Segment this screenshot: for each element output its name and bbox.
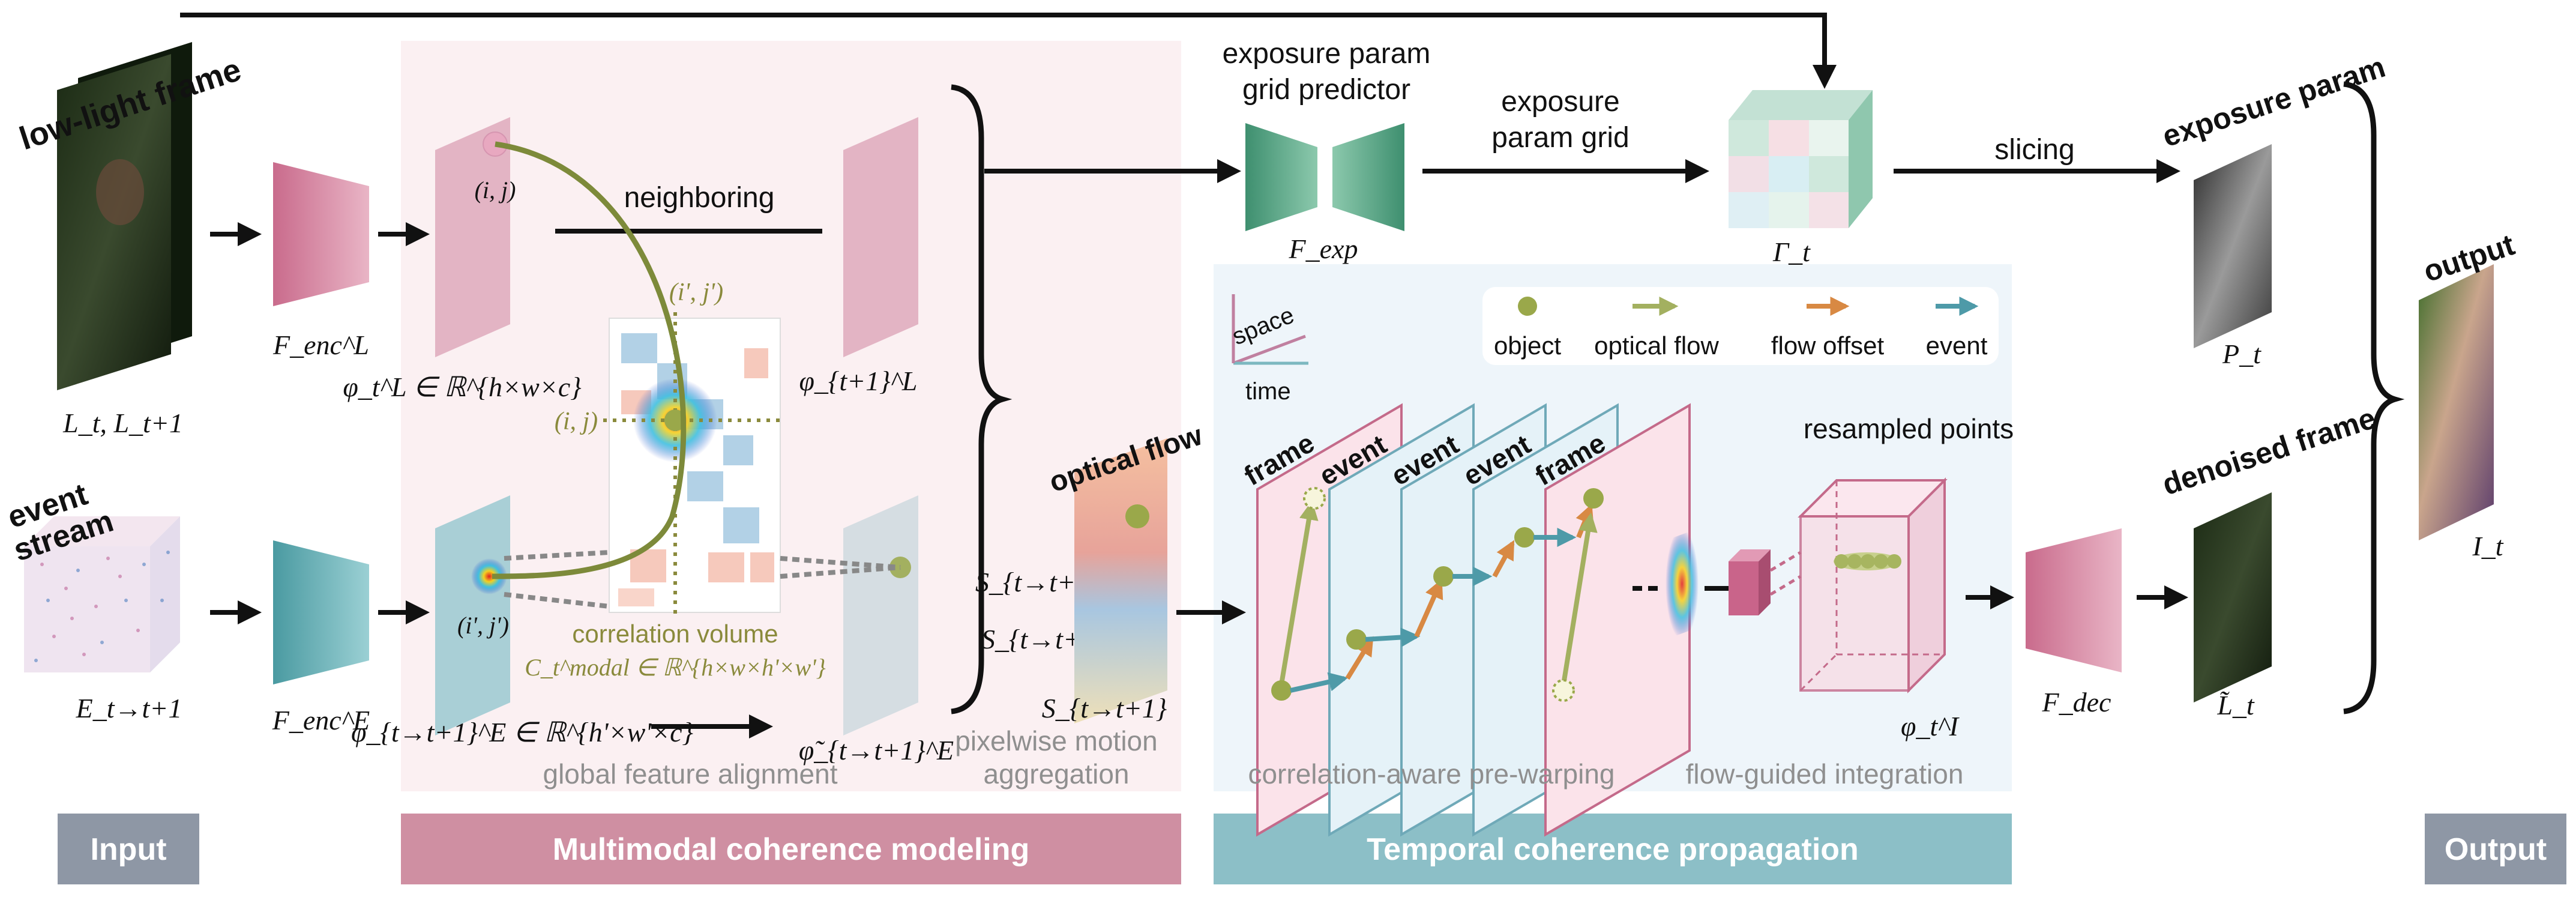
phi-L-t-label: φ_t^L ∈ ℝ^{h×w×c} [343,372,581,402]
phi-L-t-feature-map [435,117,510,357]
resampled-points-label: resampled points [1804,413,2014,444]
phi-E-heat-spot [471,558,507,594]
traj-point-4 [1514,527,1535,548]
multimodal-panel-bg [401,41,1181,791]
resample-cube-small [1729,549,1771,615]
multimodal-section-label: Multimodal coherence modeling [553,832,1030,867]
pixelwise-label-2: aggregation [984,758,1130,790]
output-section-label: Output [2445,832,2547,867]
output-section-header [2425,814,2566,884]
flow-arrow-1 [1279,500,1319,685]
flow-point [1125,504,1149,528]
legend [1482,287,1999,365]
ij-prime-label-top: (i', j') [669,279,723,306]
neighboring-label: neighboring [624,182,775,214]
traj-ghost-2 [1552,679,1575,702]
F-enc-E-label: F_enc^E [272,705,370,735]
sample-link-2 [1769,575,1802,596]
flow-guided-label: flow-guided integration [1686,758,1964,790]
phi-E-tilde-label: φ̃_{t→t+1}^E [799,735,954,766]
traj-point-2 [1346,629,1367,650]
L-frames-label: L_t, L_t+1 [62,408,183,438]
grid-label-1: exposure [1501,86,1619,118]
exposure-param-image [2194,144,2272,348]
ij-label: (i, j) [475,177,516,204]
phi-E-feature-map [435,495,510,735]
flow-arrow-2 [1561,512,1598,685]
dashed-link-1 [504,550,610,561]
temporal-section-label: Temporal coherence propagation [1367,832,1859,867]
sample-link-1 [1769,551,1802,572]
event-arrow-1 [1290,672,1349,693]
predictor-label-2: grid predictor [1242,74,1410,106]
correlation-volume-label: correlation volume [572,620,778,648]
event-stream-cube [24,516,180,672]
phi-L-t1-feature-map [843,117,918,357]
feature-brace [951,84,1013,714]
low-light-frame-stack [57,42,192,390]
phi-L-t1-label: φ_{t+1}^L [799,366,917,396]
predictor-label-1: exposure param [1223,38,1431,70]
exposure-param-grid-cube [1729,90,1873,228]
legend-optical-flow-label: optical flow [1594,331,1719,360]
dashed-link-4 [780,565,901,579]
phi-E-label: φ_{t→t+1}^E ∈ ℝ^{h'×w'×c} [351,717,693,747]
exposure-param-label: exposure param [2158,50,2389,154]
predictor-decoder [1332,123,1404,231]
space-axis [1233,334,1306,365]
traj-point-1 [1271,680,1292,701]
dashed-link-2 [504,592,610,609]
F-dec-label: F_dec [2042,687,2111,717]
warped-feature-patch [1666,528,1699,639]
I-t-label: I_t [2472,531,2503,561]
offset-arrow-1 [1345,636,1374,680]
event-arrow-2 [1365,627,1421,647]
legend-flow-offset-label: flow offset [1771,331,1885,360]
legend-event-label: event [1926,331,1988,360]
pre-warping-label: correlation-aware pre-warping [1248,758,1615,790]
ij-label-side: (i, j) [555,408,598,435]
dashed-link-3 [780,556,901,570]
phi-I-label: φ_t^I [1901,711,1960,741]
output-brace [2343,81,2405,714]
Gamma-label: Γ_t [1772,237,1811,267]
skip-connection-arrow [180,13,1837,89]
traj-point-3 [1433,566,1454,587]
correspondence-curve [492,141,687,579]
F-exp-label: F_exp [1289,234,1358,264]
decoder-block [2026,528,2122,672]
pixelwise-label-1: pixelwise motion [955,725,1157,757]
ij-prime-label-left: (i', j') [457,612,509,639]
P-t-label: P_t [2222,339,2262,369]
legend-object-label: object [1494,331,1561,360]
frame-encoder-block [273,162,369,306]
global-feature-alignment-label: global feature alignment [543,758,838,790]
multimodal-section-header [401,814,1181,884]
predictor-encoder [1245,123,1317,231]
resampled-volume [1798,477,1948,693]
denoised-frame-label: denoised frame [2158,401,2380,501]
output-image [2419,264,2494,540]
phi-E-tilde-feature-map [843,495,918,735]
traj-ghost-1 [1303,487,1326,510]
S-total-label: S_{t→t+1} [1042,693,1167,723]
L-tilde-label: L̃_t [2216,690,2255,720]
correlation-volume-matrix [603,312,783,618]
grid-label-2: param grid [1491,122,1629,154]
offset-arrow-2 [1414,579,1443,638]
slicing-label: slicing [1994,134,2074,166]
input-section-label: Input [90,832,166,867]
C-modal-label: C_t^modal ∈ ℝ^{h×w×h'×w'} [525,654,826,681]
traj-point-5 [1583,488,1604,509]
F-enc-L-label: F_enc^L [272,330,369,360]
denoised-frame-image [2194,492,2272,702]
input-section-header [58,814,199,884]
time-label: time [1245,378,1291,405]
event-encoder-block [273,540,369,684]
E-stream-label: E_t→t+1 [76,693,182,723]
offset-arrow-3 [1492,540,1515,578]
